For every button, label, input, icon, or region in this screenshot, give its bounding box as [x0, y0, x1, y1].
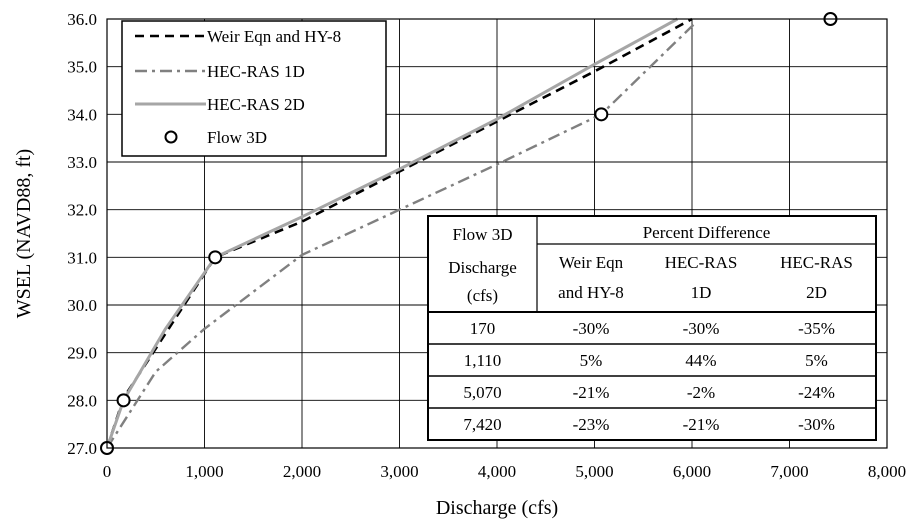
- table-cell: -30%: [573, 319, 610, 338]
- table-cell: -2%: [687, 383, 715, 402]
- table-cell: -35%: [798, 319, 835, 338]
- flow3d-marker: [208, 250, 223, 265]
- x-tick-label: 5,000: [575, 462, 613, 481]
- table-cell: 5%: [580, 351, 603, 370]
- legend: Weir Eqn and HY-8 HEC-RAS 1D HEC-RAS 2D Flo…: [121, 20, 387, 157]
- table-cell: -30%: [798, 415, 835, 434]
- table-cell: 5%: [805, 351, 828, 370]
- flow3d-marker: [594, 107, 609, 122]
- legend-marker: [164, 130, 178, 144]
- percent-difference-table: Flow 3D Discharge (cfs) Percent Difference W…: [427, 215, 877, 441]
- table-header-flow3d: Flow 3D: [453, 225, 513, 244]
- y-axis-title: WSEL (NAVD88, ft): [13, 149, 35, 318]
- x-tick-label: 8,000: [868, 462, 906, 481]
- table-cell: 7,420: [463, 415, 501, 434]
- series-layer: [100, 12, 838, 455]
- table-cell: 44%: [685, 351, 716, 370]
- table-subheader: HEC-RAS: [780, 253, 853, 272]
- series-line-3: [105, 17, 679, 449]
- legend-label: Flow 3D: [207, 128, 267, 147]
- flow3d-marker: [116, 393, 131, 408]
- table-cell: 170: [470, 319, 496, 338]
- y-tick-label: 28.0: [67, 391, 97, 410]
- series-line-2: [105, 20, 698, 449]
- table-cell: -23%: [573, 415, 610, 434]
- x-tick-label: 1,000: [185, 462, 223, 481]
- x-axis-title: Discharge (cfs): [436, 497, 558, 519]
- x-tick-label: 0: [103, 462, 112, 481]
- y-tick-label: 27.0: [67, 439, 97, 458]
- y-tick-label: 34.0: [67, 105, 97, 124]
- y-tick-label: 32.0: [67, 201, 97, 220]
- table-subheader: and HY-8: [558, 283, 624, 302]
- table-cell: -30%: [683, 319, 720, 338]
- table-frame: [427, 215, 877, 441]
- table-cell: 5,070: [463, 383, 501, 402]
- table-cell: -24%: [798, 383, 835, 402]
- x-tick-label: 3,000: [380, 462, 418, 481]
- y-tick-label: 29.0: [67, 344, 97, 363]
- table-header-flow3d: Discharge: [448, 258, 517, 277]
- y-tick-label: 31.0: [67, 248, 97, 267]
- legend-label: HEC-RAS 2D: [207, 95, 305, 114]
- table-cell: -21%: [573, 383, 610, 402]
- table-cell: 1,110: [464, 351, 502, 370]
- plot-frame: [106, 18, 888, 449]
- table-cell: -21%: [683, 415, 720, 434]
- legend-label: HEC-RAS 1D: [207, 62, 305, 81]
- x-tick-label: 6,000: [673, 462, 711, 481]
- table-header-percent-difference: Percent Difference: [643, 223, 771, 242]
- table-subheader: HEC-RAS: [665, 253, 738, 272]
- table-subheader: 1D: [691, 283, 712, 302]
- y-tick-label: 35.0: [67, 58, 97, 77]
- y-tick-label: 36.0: [67, 10, 97, 29]
- table-subheader: 2D: [806, 283, 827, 302]
- x-tick-label: 4,000: [478, 462, 516, 481]
- y-tick-label: 33.0: [67, 153, 97, 172]
- axis-ticks: 0 1,000 2,000 3,000 4,000 5,000 6,000 7,000 8,00…: [67, 10, 906, 481]
- table-header-flow3d: (cfs): [467, 286, 498, 305]
- x-tick-label: 7,000: [770, 462, 808, 481]
- table-subheader: Weir Eqn: [559, 253, 624, 272]
- x-tick-label: 2,000: [283, 462, 321, 481]
- legend-label: Weir Eqn and HY-8: [207, 27, 341, 46]
- y-tick-label: 30.0: [67, 296, 97, 315]
